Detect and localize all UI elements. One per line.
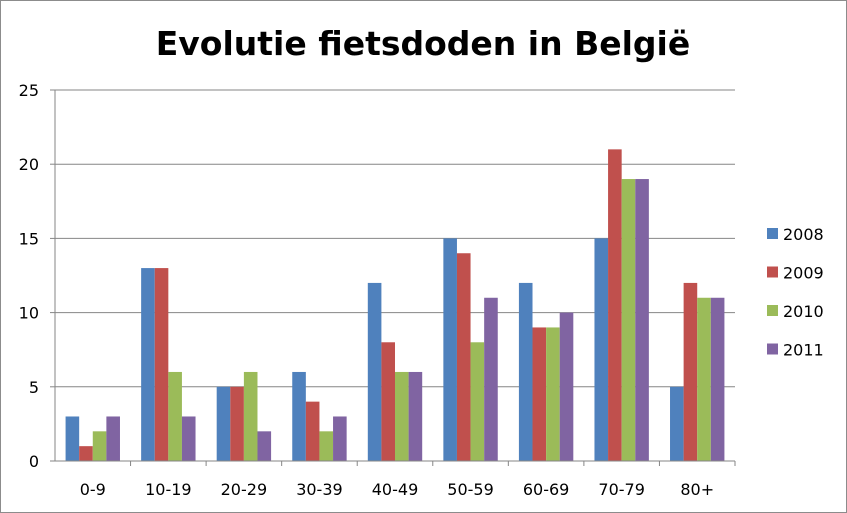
legend-swatch-2009 [767,266,778,278]
bar-2009-10-19 [154,268,169,461]
bar-2011-30-39 [333,416,347,461]
bar-2011-40-49 [408,371,423,461]
legend-swatch-2010 [767,305,778,316]
bar-2008-70-79 [594,238,609,461]
y-tick-label: 0 [29,452,39,471]
legend-label-2009: 2009 [783,264,824,283]
bar-2010-50-59 [470,342,485,461]
x-tick-label: 70-79 [598,480,645,499]
legend-label-2008: 2008 [783,225,824,244]
bar-2008-30-39 [292,371,306,461]
y-tick-label: 15 [19,229,39,248]
bar-2011-10-19 [181,416,196,461]
x-tick-label: 50-59 [447,480,494,499]
bar-2009-0-9 [79,446,93,461]
bar-2010-0-9 [92,431,107,461]
x-tick-label: 30-39 [296,480,343,499]
y-tick-label: 20 [19,155,39,174]
bar-2010-80+ [697,297,711,461]
x-tick-label: 80+ [680,480,714,499]
legend-swatch-2011 [767,343,778,355]
bar-2008-50-59 [443,238,457,461]
bar-2009-60-69 [532,327,547,461]
y-tick-label: 25 [19,81,39,100]
x-tick-label: 20-29 [221,480,268,499]
bar-2010-20-29 [243,371,258,461]
bar-2011-50-59 [484,297,498,461]
bar-2010-70-79 [621,179,636,462]
x-tick-label: 10-19 [145,480,192,499]
bar-2009-50-59 [456,253,471,461]
bar-2011-60-69 [559,312,574,461]
bar-2008-0-9 [65,416,80,461]
bar-2008-60-69 [518,282,533,461]
bar-2008-40-49 [367,282,382,461]
bar-2010-40-49 [395,371,409,461]
bar-2011-20-29 [257,431,272,461]
bar-2009-40-49 [381,342,395,461]
chart-title: Evolutie fietsdoden in België [156,24,690,63]
y-tick-label: 10 [19,304,39,323]
bar-2009-80+ [683,282,698,461]
legend-label-2011: 2011 [783,341,824,360]
bar-2011-0-9 [106,416,120,461]
bar-2010-60-69 [546,327,560,461]
bar-2011-80+ [710,297,725,461]
x-axis: 0-9 10-19 20-29 30-39 40-49 50-59 60-69 70-79 80… [55,460,736,499]
bar-2009-70-79 [608,149,622,462]
bar-2010-30-39 [319,431,334,461]
bar-2010-10-19 [168,371,182,461]
bar-2008-20-29 [216,386,231,461]
bar-2008-80+ [670,386,684,461]
x-tick-label: 40-49 [372,480,419,499]
x-tick-label: 60-69 [523,480,570,499]
bar-2009-30-39 [305,401,320,461]
legend-label-2010: 2010 [783,302,824,321]
bar-2008-10-19 [141,268,155,461]
x-tick-label: 0-9 [80,480,106,499]
bar-2011-70-79 [635,179,649,462]
legend-swatch-2008 [767,228,778,239]
bar-2009-20-29 [230,386,244,461]
legend: 2008 2009 2010 2011 [767,225,824,360]
bars [65,149,725,462]
y-tick-label: 5 [29,378,39,397]
y-axis: 0 5 10 15 20 25 [19,81,56,471]
